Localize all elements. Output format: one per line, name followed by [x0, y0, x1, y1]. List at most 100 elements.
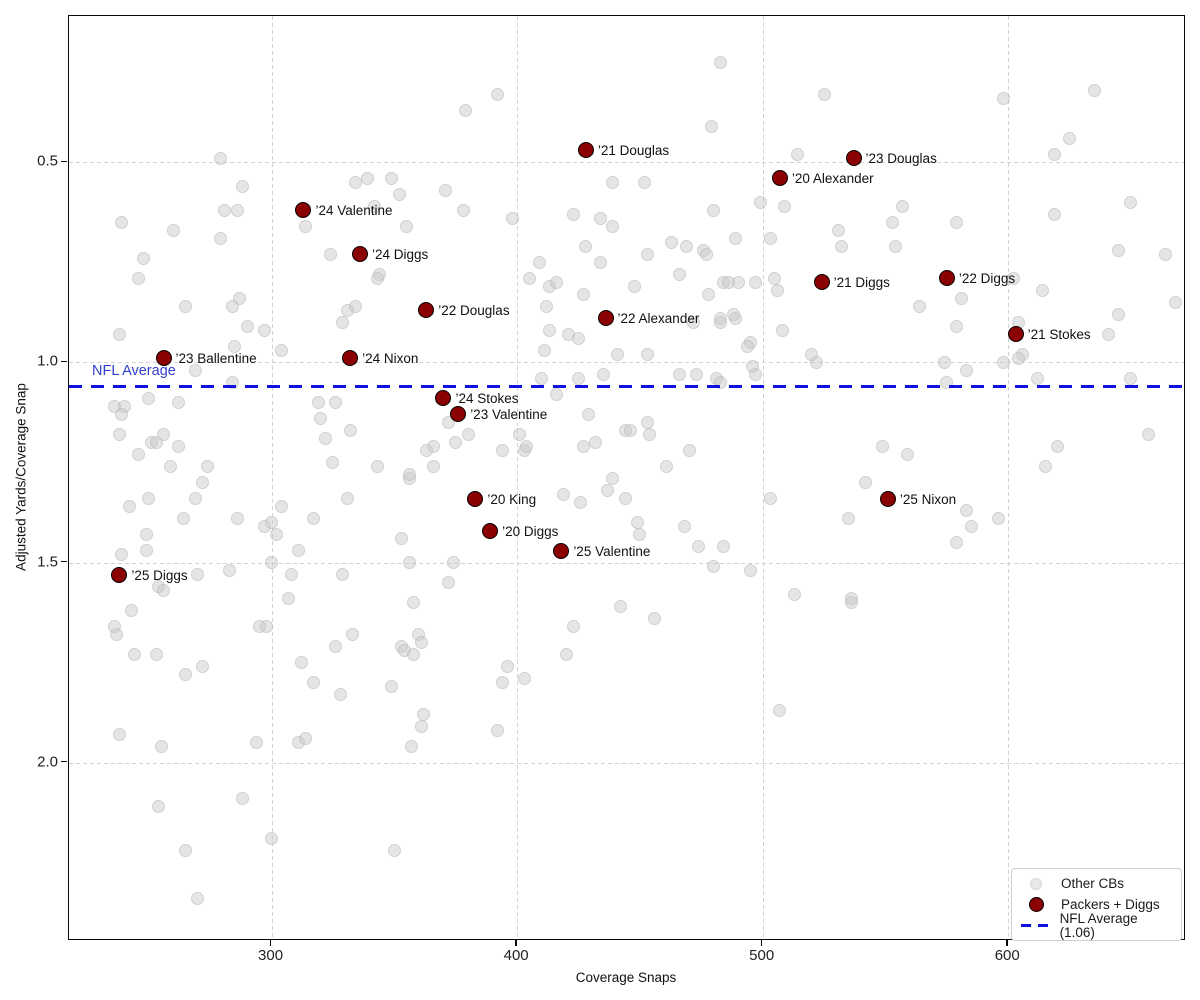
scatter-point-other-cb [1124, 195, 1138, 209]
scatter-point-other-cb [707, 203, 721, 217]
scatter-point-other-cb [991, 512, 1005, 525]
scatter-point-other-cb [346, 628, 360, 642]
scatter-point-packers [938, 270, 955, 287]
scatter-point-other-cb [901, 447, 915, 461]
scatter-point-other-cb [230, 512, 244, 525]
scatter-point-other-cb [179, 668, 193, 682]
scatter-point-other-cb [360, 171, 374, 185]
scatter-point-other-cb [731, 275, 745, 289]
scatter-point-label: ’20 Alexander [791, 171, 874, 187]
scatter-point-other-cb [665, 235, 679, 249]
y-axis-label: Adjusted Yards/Coverage Snap [13, 383, 29, 571]
x-tick-label: 600 [994, 947, 1020, 964]
scatter-point-other-cb [672, 367, 686, 381]
scatter-point-other-cb [1158, 247, 1172, 261]
scatter-point-label: ’20 Diggs [502, 523, 559, 539]
scatter-point-other-cb [115, 548, 129, 562]
scatter-point-packers [111, 566, 128, 583]
scatter-point-other-cb [385, 171, 399, 185]
scatter-point-other-cb [775, 323, 789, 337]
scatter-point-other-cb [606, 472, 620, 485]
scatter-point-other-cb [348, 299, 362, 313]
scatter-point-label: ’25 Nixon [899, 491, 957, 507]
scatter-point-other-cb [859, 476, 873, 489]
scatter-point-label: ’24 Stokes [455, 391, 519, 407]
scatter-point-other-cb [341, 492, 355, 505]
scatter-point-other-cb [127, 648, 141, 662]
scatter-point-other-cb [810, 355, 824, 369]
scatter-point-other-cb [333, 688, 347, 702]
scatter-point-other-cb [640, 415, 654, 429]
scatter-point-other-cb [402, 467, 416, 481]
scatter-point-other-cb [689, 367, 703, 381]
scatter-point-other-cb [549, 275, 563, 289]
scatter-point-other-cb [896, 199, 910, 213]
scatter-point-other-cb [1168, 295, 1182, 309]
scatter-point-other-cb [753, 195, 767, 209]
scatter-point-other-cb [741, 339, 755, 353]
y-tick-label: 0.5 [37, 152, 58, 170]
scatter-point-label: ’21 Stokes [1027, 327, 1091, 343]
scatter-point-other-cb [152, 800, 166, 814]
scatter-point-other-cb [522, 271, 536, 285]
scatter-point-label: ’23 Douglas [865, 151, 937, 167]
scatter-point-other-cb [680, 239, 694, 253]
scatter-point-other-cb [228, 339, 242, 353]
scatter-point-other-cb [188, 492, 202, 505]
scatter-point-other-cb [520, 439, 534, 453]
scatter-point-other-cb [535, 371, 549, 385]
scatter-point-other-cb [714, 55, 728, 69]
scatter-point-other-cb [157, 427, 171, 441]
scatter-point-label: ’23 Ballentine [175, 351, 257, 367]
scatter-point-other-cb [1063, 131, 1077, 145]
scatter-point-other-cb [574, 496, 588, 509]
scatter-point-other-cb [594, 255, 608, 269]
scatter-point-other-cb [640, 247, 654, 261]
scatter-point-other-cb [368, 199, 382, 213]
scatter-point-other-cb [115, 407, 129, 421]
scatter-point-other-cb [913, 299, 927, 313]
scatter-point-other-cb [886, 215, 900, 229]
scatter-point-label: ’20 King [487, 491, 537, 507]
scatter-point-other-cb [1011, 351, 1025, 365]
scatter-point-other-cb [542, 323, 556, 337]
scatter-point-packers [813, 274, 830, 291]
scatter-point-other-cb [250, 736, 264, 750]
scatter-point-other-cb [218, 203, 232, 217]
scatter-point-other-cb [407, 596, 421, 610]
scatter-point-other-cb [832, 223, 846, 237]
scatter-point-label: ’25 Diggs [131, 567, 188, 583]
scatter-point-other-cb [392, 187, 406, 201]
scatter-point-packers [467, 490, 484, 507]
scatter-point-other-cb [648, 612, 662, 626]
legend-label: Packers + Diggs [1061, 896, 1160, 912]
scatter-point-other-cb [692, 540, 706, 553]
scatter-point-other-cb [950, 319, 964, 333]
scatter-point-other-cb [441, 576, 455, 590]
scatter-point-other-cb [687, 315, 701, 329]
legend-item-packers-diggs: Packers + Diggs [1021, 896, 1171, 913]
scatter-point-other-cb [107, 620, 121, 634]
scatter-point-other-cb [540, 299, 554, 313]
scatter-point-other-cb [417, 708, 431, 722]
x-gridline [1008, 16, 1010, 939]
scatter-point-other-cb [235, 792, 249, 806]
scatter-point-other-cb [557, 488, 571, 501]
scatter-point-other-cb [1112, 243, 1126, 257]
scatter-point-other-cb [191, 568, 205, 582]
scatter-point-other-cb [672, 267, 686, 281]
x-tick-label: 300 [258, 947, 284, 964]
scatter-point-other-cb [402, 556, 416, 570]
scatter-point-other-cb [314, 411, 328, 425]
scatter-point-other-cb [638, 175, 652, 189]
scatter-point-other-cb [336, 568, 350, 582]
scatter-point-other-cb [336, 315, 350, 329]
scatter-point-other-cb [1006, 271, 1020, 285]
scatter-point-other-cb [282, 592, 296, 606]
darkred-dot-icon [1021, 897, 1051, 912]
scatter-point-other-cb [1087, 83, 1101, 97]
scatter-point-other-cb [139, 544, 153, 557]
scatter-point-other-cb [328, 395, 342, 409]
scatter-point-other-cb [154, 740, 168, 754]
